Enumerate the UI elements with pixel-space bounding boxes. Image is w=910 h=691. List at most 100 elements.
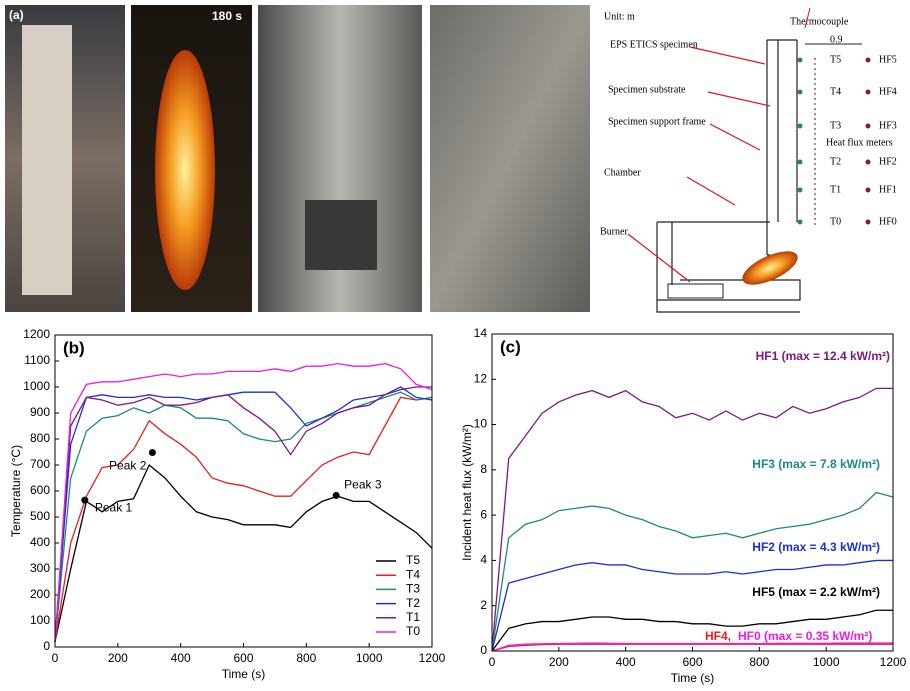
series-line — [491, 642, 893, 652]
annotation: HF5 (max = 2.2 kW/m²) — [752, 585, 880, 599]
annotation: Peak 2 — [109, 459, 147, 473]
unit: Unit: m — [604, 11, 635, 22]
heat-flux-meter — [865, 159, 871, 165]
label: Chamber — [604, 167, 641, 178]
series-line — [54, 362, 433, 642]
plot-frame — [54, 334, 433, 648]
annotation: HF2 (max = 4.3 kW/m²) — [752, 540, 880, 554]
x-tick-label: 1200 — [419, 651, 446, 665]
thermocouple-label: T3 — [830, 120, 841, 131]
thermocouple-label: T0 — [830, 216, 841, 227]
y-tick-label: 0 — [480, 643, 487, 657]
y-tick-label: 200 — [30, 587, 50, 601]
series-line — [491, 491, 894, 652]
burner-box — [667, 283, 724, 299]
specimen-point — [797, 57, 803, 63]
structure — [656, 39, 801, 313]
annotation: Peak 1 — [95, 500, 133, 514]
photo-wall — [22, 25, 72, 295]
x-tick-label: 800 — [296, 651, 316, 665]
x-tick-label: 1200 — [880, 655, 907, 669]
series-line — [54, 386, 433, 642]
annotation: HF1 (max = 12.4 kW/m²) — [756, 349, 890, 363]
legend-label: T5 — [406, 553, 420, 567]
y-tick-label: 10 — [474, 417, 488, 431]
legend-label: T1 — [406, 610, 420, 624]
label: Thermocouple — [790, 16, 849, 27]
heat-flux-label: HF4 — [879, 86, 897, 97]
annotation: Peak 3 — [344, 478, 382, 492]
panel-label: (b) — [63, 338, 85, 357]
arrow — [627, 46, 771, 283]
thermocouple-label: T1 — [830, 184, 841, 195]
x-tick-label: 600 — [682, 655, 702, 669]
heat-flux-label: HF5 — [879, 54, 897, 65]
heat-flux-label: HF0 — [879, 216, 897, 227]
y-tick-label: 400 — [30, 535, 50, 549]
diagram: Unit: m Thermocouple EPS ETICS specimen … — [600, 7, 897, 313]
specimen-point — [797, 89, 803, 95]
series-line — [491, 643, 893, 652]
arrow — [804, 7, 811, 29]
photo-opening — [305, 200, 377, 270]
y-tick-label: 1100 — [24, 353, 50, 367]
x-tick-label: 600 — [233, 651, 253, 665]
y-tick-label: 12 — [474, 371, 488, 385]
heat-flux-label: HF2 — [879, 156, 897, 167]
peak-marker — [148, 449, 156, 457]
heat-flux-label: HF3 — [879, 120, 897, 131]
thermocouple-label: T2 — [830, 156, 841, 167]
label: Specimen substrate — [608, 84, 686, 95]
x-tick-label: 400 — [616, 655, 636, 669]
dimension: 0.9 — [830, 34, 843, 45]
x-tick-label: 400 — [171, 651, 191, 665]
y-tick-label: 4 — [480, 553, 487, 567]
x-axis-label: Time (s) — [222, 667, 266, 681]
specimen-point — [797, 219, 803, 225]
y-tick-label: 2 — [480, 598, 487, 612]
peak-marker — [332, 491, 340, 499]
label: EPS ETICS specimen — [610, 39, 698, 50]
x-axis-label: Time (s) — [671, 671, 715, 685]
specimen-point — [797, 123, 803, 129]
y-tick-label: 8 — [480, 462, 487, 476]
series-line — [491, 609, 893, 652]
series-line — [54, 396, 433, 642]
series-line — [491, 559, 893, 652]
heat-flux-label: HF1 — [879, 184, 897, 195]
photo — [430, 5, 590, 312]
y-axis-label: Incident heat flux (kW/m²) — [460, 424, 474, 561]
legend-label: T3 — [406, 582, 420, 596]
y-tick-label: 800 — [30, 431, 50, 445]
series-line — [491, 387, 893, 652]
series-line — [54, 386, 432, 642]
photo-time: 180 s — [212, 9, 242, 23]
annotation: HF4, — [705, 629, 731, 643]
y-axis-label: Temperature (°C) — [9, 445, 23, 537]
y-tick-label: 100 — [30, 613, 50, 627]
panel-label: (c) — [500, 337, 521, 356]
x-tick-label: 200 — [108, 651, 128, 665]
y-tick-label: 1200 — [23, 327, 50, 341]
y-tick-label: 900 — [30, 405, 50, 419]
y-tick-label: 1000 — [23, 379, 50, 393]
x-tick-label: 0 — [52, 651, 59, 665]
y-tick-label: 0 — [43, 639, 50, 653]
plot-frame — [491, 333, 894, 652]
peak-marker — [81, 496, 89, 504]
legend-label: T0 — [406, 624, 420, 638]
x-tick-label: 1000 — [356, 651, 383, 665]
heat-flux-meter — [865, 123, 871, 129]
specimen-point — [797, 187, 803, 193]
x-tick-label: 1000 — [813, 655, 840, 669]
heat-flux-meter — [865, 57, 871, 63]
thermocouple-label: T4 — [830, 86, 841, 97]
thermocouple-label: T5 — [830, 54, 841, 65]
x-tick-label: 0 — [489, 655, 496, 669]
y-tick-label: 500 — [30, 509, 50, 523]
series-line — [54, 391, 433, 642]
y-tick-label: 14 — [474, 326, 488, 340]
series-line — [54, 463, 433, 642]
annotation: HF0 (max = 0.35 kW/m²) — [738, 629, 872, 643]
